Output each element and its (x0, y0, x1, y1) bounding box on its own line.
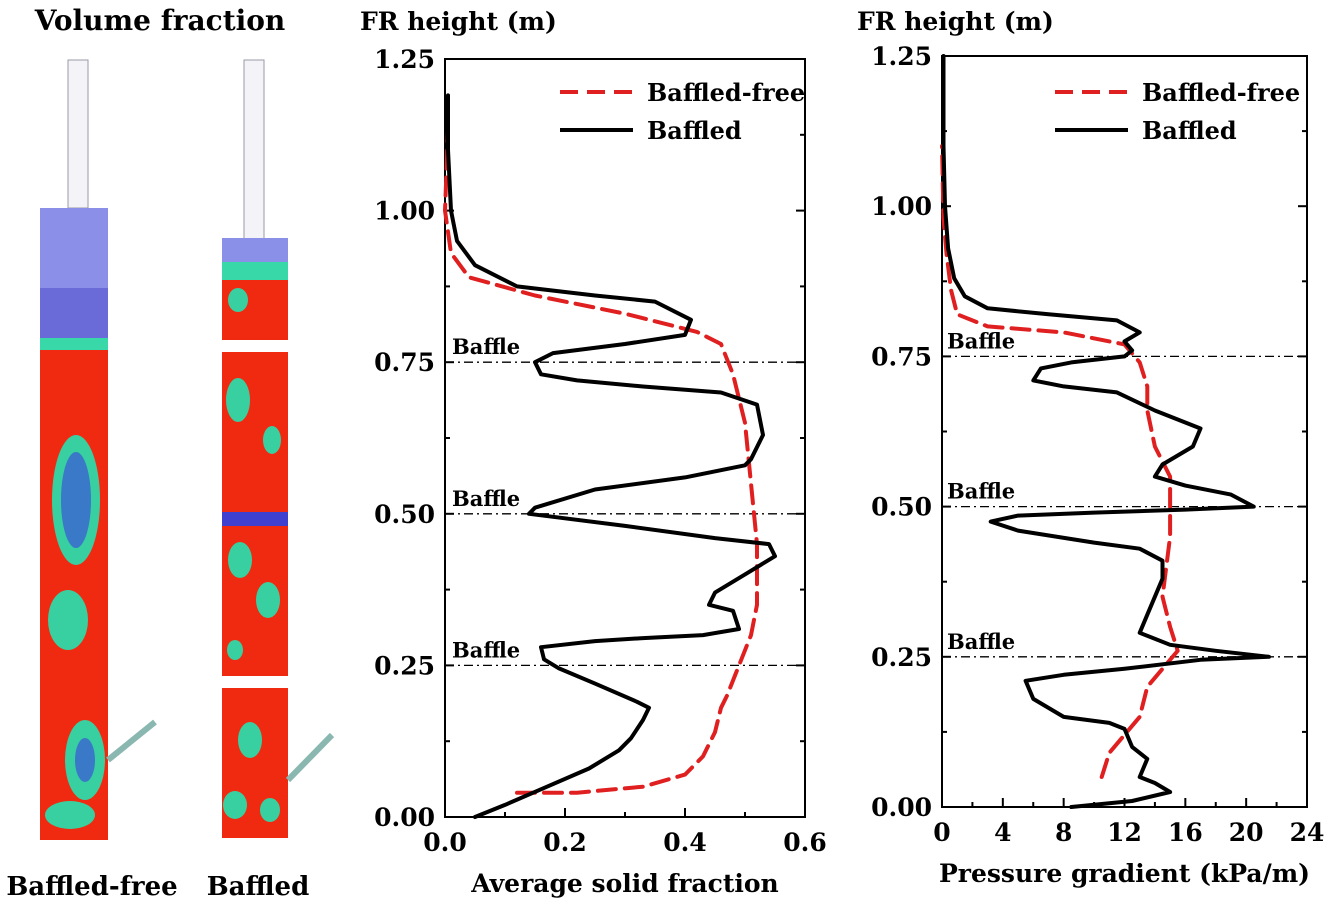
bubble (263, 426, 281, 454)
y-tick-label: 0.25 (871, 643, 932, 672)
x-tick-label: 0 (933, 818, 950, 847)
bubble-core (61, 452, 91, 548)
x-axis-title: Average solid fraction (470, 869, 778, 898)
x-axis-title: Pressure gradient (kPa/m) (939, 859, 1310, 888)
x-tick-label: 0.6 (783, 828, 827, 857)
y-tick-label: 0.00 (374, 803, 435, 832)
bubble (48, 590, 88, 650)
bubble (226, 378, 250, 422)
x-tick-label: 0.4 (663, 828, 707, 857)
y-tick-label: 1.00 (871, 192, 932, 221)
y-tick-label: 1.25 (871, 42, 932, 71)
bubble (228, 542, 252, 578)
baffle-label: Baffle (947, 629, 1015, 654)
y-tick-label: 0.50 (374, 500, 435, 529)
bubble (45, 801, 95, 829)
legend-label: Baffled-free (647, 78, 805, 107)
y-tick-label: 0.75 (374, 348, 435, 377)
legend-label: Baffled (1142, 116, 1237, 145)
y-tick-label: 0.00 (871, 793, 932, 822)
volume-fraction-title: Volume fraction (34, 4, 286, 37)
x-tick-label: 8 (1055, 818, 1072, 847)
y-axis-title: FR height (m) (360, 7, 557, 36)
x-tick-label: 16 (1168, 818, 1203, 847)
legend-label: Baffled-free (1142, 78, 1300, 107)
series-line-baffled-free (443, 129, 759, 795)
y-tick-label: 0.25 (374, 651, 435, 680)
y-tick-label: 1.00 (374, 197, 435, 226)
inlet-pipe (285, 732, 335, 783)
x-tick-label: 0.0 (423, 828, 467, 857)
x-tick-label: 12 (1107, 818, 1142, 847)
baffled-column: Baffled (207, 59, 335, 902)
freeboard-tube (243, 59, 265, 241)
baffled-free-column: Baffled-free (6, 59, 178, 902)
freeboard-tube (67, 59, 89, 209)
plot-frame (444, 58, 806, 818)
column-label-baffled: Baffled (207, 872, 310, 902)
y-tick-label: 1.25 (374, 45, 435, 74)
baffle-label: Baffle (947, 328, 1015, 353)
dilute-top (40, 208, 108, 288)
bubble (260, 798, 280, 822)
bed-surface (222, 262, 288, 280)
y-tick-label: 0.75 (871, 342, 932, 371)
inlet-pipe (106, 719, 157, 763)
baffle-gap (222, 676, 288, 688)
bubble (256, 582, 280, 618)
bubble (223, 791, 247, 819)
legend-label: Baffled (647, 116, 742, 145)
series-line-baffled-free (940, 144, 1180, 779)
pressure-gradient-chart: 0.00 0.25 0.50 0.75 1.00 1.25 0 4 8 12 16 20 24 FR he… (857, 7, 1324, 888)
baffle-label: Baffle (947, 479, 1015, 504)
y-tick-label: 0.50 (871, 493, 932, 522)
x-tick-label: 24 (1290, 818, 1325, 847)
x-tick-label: 0.2 (543, 828, 587, 857)
x-tick-label: 20 (1229, 818, 1264, 847)
baffle-gap (222, 512, 288, 526)
bed-section-1 (222, 280, 288, 340)
baffle-label: Baffle (452, 637, 520, 662)
bubble (227, 640, 243, 660)
x-tick-label: 4 (994, 818, 1011, 847)
bed-surface (40, 338, 108, 352)
bubble (238, 722, 262, 758)
baffle-gap (222, 340, 288, 352)
solid-fraction-chart: 0.00 0.25 0.50 0.75 1.00 1.25 0.0 0.2 0.4 0.6 FR h… (360, 7, 827, 898)
volume-fraction-panel: Volume fraction Baffled-free (6, 4, 335, 902)
bubble (228, 288, 248, 312)
series-line-baffled (446, 93, 777, 819)
column-label-baffled-free: Baffled-free (6, 872, 177, 902)
series-line-baffled (941, 54, 1271, 809)
baffle-label: Baffle (452, 486, 520, 511)
baffle-label: Baffle (452, 334, 520, 359)
plot-frame (941, 55, 1308, 808)
y-axis-title: FR height (m) (857, 7, 1054, 36)
bubble-core (75, 738, 95, 782)
